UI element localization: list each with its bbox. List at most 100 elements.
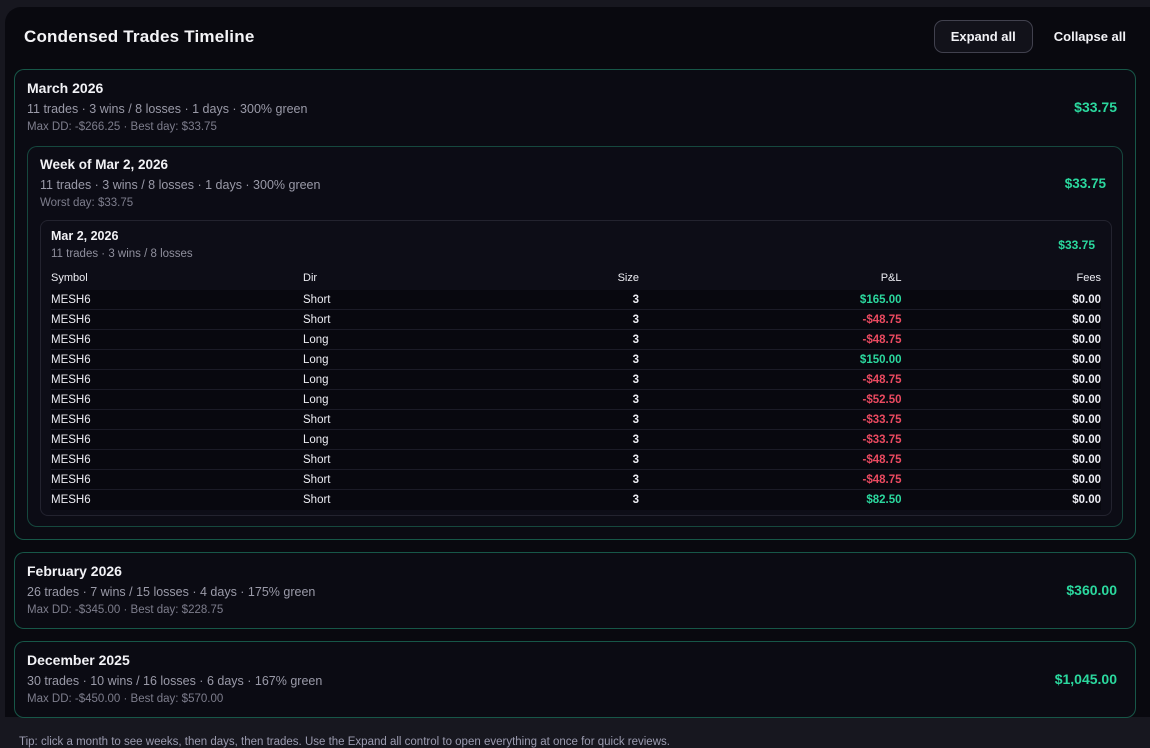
trade-pnl: -$48.75: [639, 314, 902, 326]
trade-fees: $0.00: [902, 314, 1102, 326]
trade-fees: $0.00: [902, 354, 1102, 366]
month-header-march[interactable]: March 2026 11 trades · 3 wins / 8 losses…: [27, 80, 1123, 133]
table-row: MESH6 Short 3 $82.50 $0.00: [51, 490, 1101, 510]
month-header-text: February 2026 26 trades · 7 wins / 15 lo…: [27, 563, 1066, 616]
week-card: Week of Mar 2, 2026 11 trades · 3 wins /…: [27, 146, 1123, 527]
trade-dir: Short: [303, 454, 566, 466]
week-stats: 11 trades · 3 wins / 8 losses · 1 days ·…: [40, 178, 1065, 192]
table-row: MESH6 Long 3 -$33.75 $0.00: [51, 430, 1101, 450]
page-header: Condensed Trades Timeline Expand all Col…: [14, 7, 1136, 69]
trade-symbol: MESH6: [51, 314, 303, 326]
trade-pnl: -$33.75: [639, 434, 902, 446]
month-stats: 26 trades · 7 wins / 15 losses · 4 days …: [27, 585, 1066, 599]
table-row: MESH6 Long 3 -$48.75 $0.00: [51, 330, 1101, 350]
table-header-row: Symbol Dir Size P&L Fees: [51, 269, 1101, 287]
trade-fees: $0.00: [902, 334, 1102, 346]
trade-symbol: MESH6: [51, 414, 303, 426]
trade-dir: Short: [303, 314, 566, 326]
expand-all-button[interactable]: Expand all: [934, 20, 1033, 53]
col-header-symbol: Symbol: [51, 272, 303, 284]
trade-size: 3: [566, 494, 640, 506]
trade-size: 3: [566, 434, 640, 446]
trade-symbol: MESH6: [51, 394, 303, 406]
month-pnl: $360.00: [1066, 582, 1123, 598]
month-header-text: March 2026 11 trades · 3 wins / 8 losses…: [27, 80, 1074, 133]
trade-pnl: $150.00: [639, 354, 902, 366]
trade-dir: Short: [303, 414, 566, 426]
trade-size: 3: [566, 314, 640, 326]
col-header-size: Size: [566, 272, 640, 284]
trade-symbol: MESH6: [51, 334, 303, 346]
month-card-february: February 2026 26 trades · 7 wins / 15 lo…: [14, 552, 1136, 629]
month-header-text: December 2025 30 trades · 10 wins / 16 l…: [27, 652, 1055, 705]
month-title: March 2026: [27, 80, 1074, 96]
col-header-pnl: P&L: [639, 272, 902, 284]
month-pnl: $33.75: [1074, 99, 1123, 115]
trade-symbol: MESH6: [51, 454, 303, 466]
week-header[interactable]: Week of Mar 2, 2026 11 trades · 3 wins /…: [40, 157, 1112, 209]
trade-pnl: -$48.75: [639, 454, 902, 466]
month-pnl: $1,045.00: [1055, 671, 1123, 687]
month-stats: 11 trades · 3 wins / 8 losses · 1 days ·…: [27, 102, 1074, 116]
trade-symbol: MESH6: [51, 374, 303, 386]
page-title: Condensed Trades Timeline: [24, 27, 254, 47]
month-meta: Max DD: -$266.25 · Best day: $33.75: [27, 121, 1074, 133]
trade-fees: $0.00: [902, 414, 1102, 426]
trade-fees: $0.00: [902, 294, 1102, 306]
trade-size: 3: [566, 454, 640, 466]
trade-dir: Long: [303, 394, 566, 406]
trade-pnl: -$33.75: [639, 414, 902, 426]
table-row: MESH6 Short 3 -$48.75 $0.00: [51, 450, 1101, 470]
trade-pnl: -$52.50: [639, 394, 902, 406]
week-meta: Worst day: $33.75: [40, 197, 1065, 209]
collapse-all-button[interactable]: Collapse all: [1046, 21, 1134, 52]
table-row: MESH6 Short 3 -$33.75 $0.00: [51, 410, 1101, 430]
trade-dir: Long: [303, 334, 566, 346]
table-row: MESH6 Short 3 $165.00 $0.00: [51, 290, 1101, 310]
trade-symbol: MESH6: [51, 434, 303, 446]
month-header-december[interactable]: December 2025 30 trades · 10 wins / 16 l…: [27, 652, 1123, 705]
month-card-march: March 2026 11 trades · 3 wins / 8 losses…: [14, 69, 1136, 540]
trade-size: 3: [566, 354, 640, 366]
trade-pnl: -$48.75: [639, 334, 902, 346]
trade-dir: Long: [303, 354, 566, 366]
week-header-text: Week of Mar 2, 2026 11 trades · 3 wins /…: [40, 157, 1065, 209]
trade-pnl: $82.50: [639, 494, 902, 506]
month-meta: Max DD: -$345.00 · Best day: $228.75: [27, 604, 1066, 616]
trade-size: 3: [566, 374, 640, 386]
day-header[interactable]: Mar 2, 2026 11 trades · 3 wins / 8 losse…: [51, 229, 1101, 260]
trade-pnl: -$48.75: [639, 474, 902, 486]
trade-symbol: MESH6: [51, 294, 303, 306]
trade-pnl: -$48.75: [639, 374, 902, 386]
day-stats: 11 trades · 3 wins / 8 losses: [51, 248, 1058, 260]
trade-fees: $0.00: [902, 394, 1102, 406]
timeline-panel: Condensed Trades Timeline Expand all Col…: [5, 7, 1150, 717]
trade-pnl: $165.00: [639, 294, 902, 306]
month-stats: 30 trades · 10 wins / 16 losses · 6 days…: [27, 674, 1055, 688]
week-pnl: $33.75: [1065, 176, 1112, 191]
trade-dir: Short: [303, 474, 566, 486]
trade-size: 3: [566, 414, 640, 426]
col-header-fees: Fees: [902, 272, 1102, 284]
trade-size: 3: [566, 394, 640, 406]
table-row: MESH6 Long 3 $150.00 $0.00: [51, 350, 1101, 370]
trade-size: 3: [566, 474, 640, 486]
month-title: December 2025: [27, 652, 1055, 668]
table-row: MESH6 Short 3 -$48.75 $0.00: [51, 470, 1101, 490]
trade-fees: $0.00: [902, 494, 1102, 506]
trade-dir: Long: [303, 434, 566, 446]
trade-fees: $0.00: [902, 374, 1102, 386]
day-header-text: Mar 2, 2026 11 trades · 3 wins / 8 losse…: [51, 229, 1058, 260]
table-row: MESH6 Short 3 -$48.75 $0.00: [51, 310, 1101, 330]
table-body: MESH6 Short 3 $165.00 $0.00 MESH6 Short …: [51, 290, 1101, 510]
trade-dir: Short: [303, 294, 566, 306]
trade-symbol: MESH6: [51, 494, 303, 506]
trade-symbol: MESH6: [51, 474, 303, 486]
trade-fees: $0.00: [902, 474, 1102, 486]
day-panel: Mar 2, 2026 11 trades · 3 wins / 8 losse…: [40, 220, 1112, 516]
footer-tip: Tip: click a month to see weeks, then da…: [14, 730, 1136, 748]
trade-dir: Short: [303, 494, 566, 506]
trade-fees: $0.00: [902, 434, 1102, 446]
month-header-february[interactable]: February 2026 26 trades · 7 wins / 15 lo…: [27, 563, 1123, 616]
day-pnl: $33.75: [1058, 238, 1101, 252]
